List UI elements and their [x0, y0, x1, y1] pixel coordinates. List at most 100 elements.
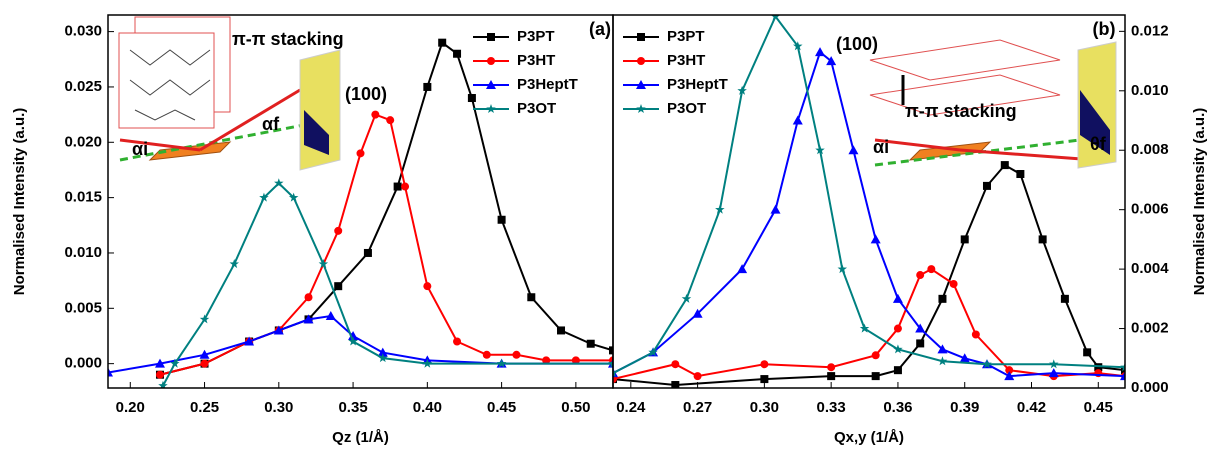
marker: [259, 192, 269, 202]
marker: [393, 182, 402, 191]
x-tick-label: 0.25: [190, 399, 219, 416]
marker: [378, 353, 388, 363]
x-tick-label: 0.45: [487, 399, 516, 416]
marker: [496, 358, 507, 368]
sample-plane: [119, 120, 321, 162]
legend-label: P3OT: [667, 100, 706, 117]
marker: [557, 326, 566, 335]
plot: [613, 15, 1125, 388]
y-axis-label: Normalised Intensity (a.u.): [1191, 108, 1208, 296]
marker: [982, 181, 991, 190]
marker: [982, 359, 992, 369]
marker: [915, 323, 926, 333]
marker: [1038, 235, 1047, 244]
annotation: (b): [1093, 19, 1116, 39]
marker: [827, 372, 836, 381]
scattered-beam: [959, 148, 1096, 162]
marker: [1094, 363, 1103, 372]
marker: [453, 337, 462, 346]
marker: [893, 324, 902, 333]
x-tick-label: 0.45: [1084, 399, 1113, 416]
series-line: [108, 314, 613, 374]
legend-label: P3PT: [517, 28, 555, 45]
x-tick-label: 0.39: [950, 399, 979, 416]
marker: [859, 323, 870, 333]
marker: [244, 336, 255, 346]
marker: [453, 49, 462, 58]
y-tick-label: 0.025: [64, 78, 102, 95]
legend-marker: [487, 33, 495, 41]
marker: [1060, 294, 1069, 303]
x-tick-label: 0.27: [683, 399, 712, 416]
x-axis-label: Qz (1/Å): [332, 429, 389, 446]
legend-marker: [637, 33, 645, 41]
marker: [1016, 170, 1025, 179]
marker: [760, 375, 769, 384]
marker: [792, 115, 803, 125]
marker: [671, 381, 680, 388]
marker: [1120, 371, 1125, 381]
marker: [423, 282, 432, 291]
y-tick-label: 0.010: [1131, 82, 1169, 99]
marker: [170, 358, 180, 368]
marker: [815, 145, 825, 155]
annotation: (100): [836, 34, 878, 54]
marker: [497, 215, 506, 224]
marker: [274, 178, 284, 188]
marker: [303, 314, 314, 324]
marker: [586, 339, 595, 348]
detector-image: [304, 110, 329, 155]
marker: [386, 116, 395, 125]
marker: [199, 314, 210, 324]
x-tick-label: 0.30: [264, 399, 293, 416]
marker: [467, 94, 476, 103]
marker: [200, 359, 209, 368]
legend-marker: [636, 104, 646, 114]
x-tick-label: 0.40: [413, 399, 442, 416]
x-axis-label: Qx,y (1/Å): [834, 429, 904, 446]
marker: [482, 350, 491, 359]
marker: [959, 353, 970, 363]
annotation: θf: [1090, 134, 1107, 154]
marker: [1120, 362, 1125, 372]
lattice-frame: [118, 32, 215, 129]
marker: [273, 325, 284, 335]
plot: [108, 38, 613, 388]
marker: [815, 47, 826, 57]
y-tick-label: 0.000: [1131, 379, 1169, 396]
marker: [288, 192, 299, 202]
marker: [377, 347, 388, 357]
marker: [893, 344, 903, 354]
marker: [1049, 359, 1059, 369]
marker: [229, 259, 240, 269]
legend-label: P3HT: [667, 52, 705, 69]
marker: [155, 370, 164, 379]
x-tick-label: 0.24: [616, 399, 646, 416]
series-line: [162, 181, 613, 387]
marker: [527, 293, 536, 302]
marker: [760, 360, 769, 369]
y-tick-label: 0.030: [64, 23, 102, 40]
series-line: [613, 267, 1125, 381]
legend-marker: [486, 80, 496, 89]
marker: [826, 56, 837, 66]
detector-image: [1080, 90, 1110, 155]
marker: [1000, 161, 1009, 170]
marker: [715, 204, 725, 214]
marker: [512, 350, 521, 359]
legend-label: P3HeptT: [517, 76, 578, 93]
marker: [348, 336, 358, 346]
legend-label: P3OT: [517, 100, 556, 117]
marker: [848, 145, 859, 155]
marker: [837, 264, 848, 274]
marker: [871, 351, 880, 360]
marker: [325, 311, 336, 321]
marker: [737, 264, 748, 274]
marker: [363, 248, 372, 257]
marker: [199, 349, 210, 359]
x-tick-label: 0.33: [817, 399, 846, 416]
y-tick-label: 0.005: [64, 299, 102, 316]
marker: [793, 41, 803, 51]
